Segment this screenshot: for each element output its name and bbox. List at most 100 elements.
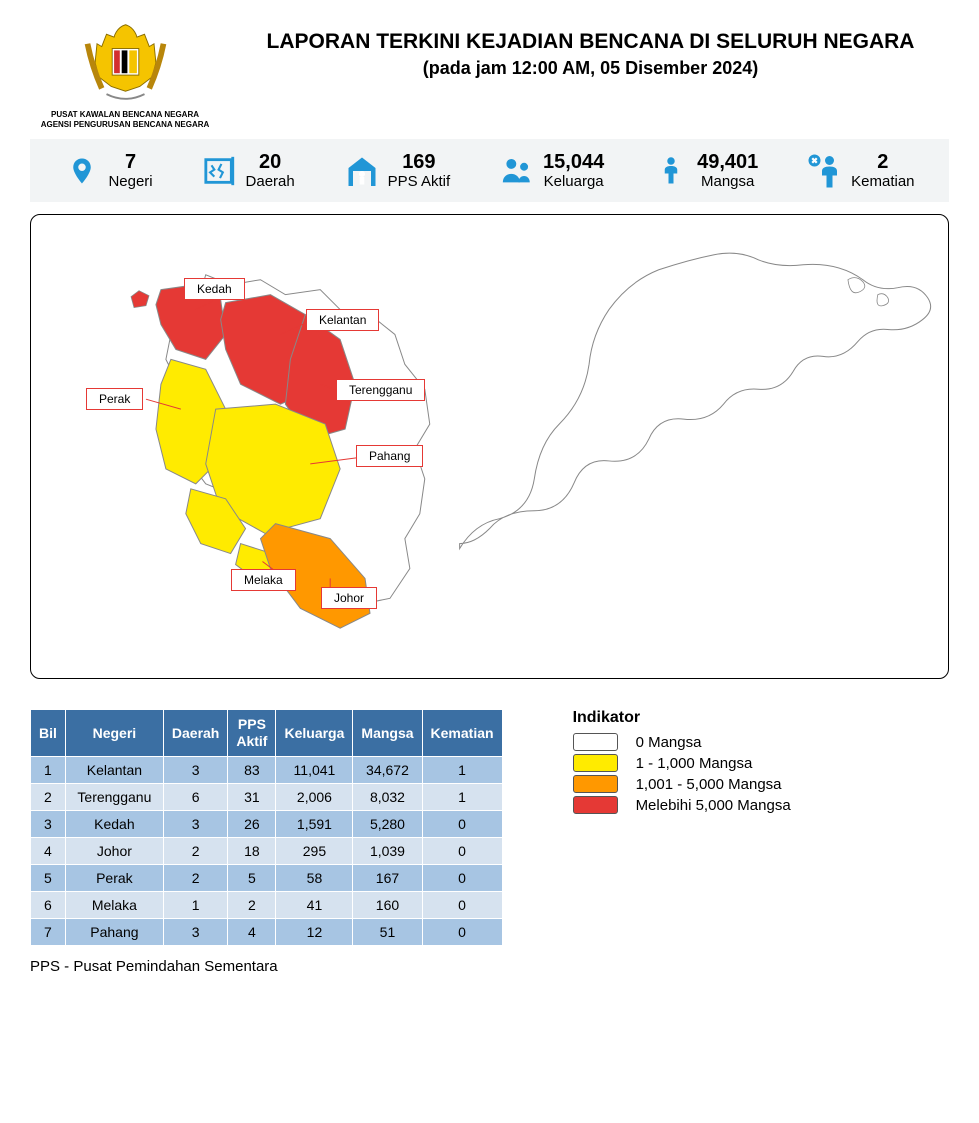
stat-daerah: 20 Daerah: [202, 151, 295, 190]
table-cell: 3: [163, 756, 227, 783]
table-cell: 4: [228, 918, 276, 945]
table-cell: 1,591: [276, 810, 353, 837]
stat-keluarga: 15,044 Keluarga: [499, 151, 604, 190]
table-cell: 34,672: [353, 756, 422, 783]
legend-row: Melebihi 5,000 Mangsa: [573, 796, 791, 814]
header: PUSAT KAWALAN BENCANA NEGARA AGENSI PENG…: [30, 20, 949, 129]
table-cell: 4: [31, 837, 66, 864]
table-cell: 160: [353, 891, 422, 918]
table-cell: Kedah: [65, 810, 163, 837]
table-cell: 51: [353, 918, 422, 945]
table-cell: 8,032: [353, 783, 422, 810]
stat-mangsa-value: 49,401: [697, 151, 758, 173]
data-table: BilNegeriDaerahPPSAktifKeluargaMangsaKem…: [30, 709, 503, 946]
table-row: 6Melaka12411600: [31, 891, 503, 918]
table-cell: Perak: [65, 864, 163, 891]
stat-daerah-label: Daerah: [246, 173, 295, 190]
page-title: LAPORAN TERKINI KEJADIAN BENCANA DI SELU…: [232, 30, 949, 54]
map-label-terengganu: Terengganu: [336, 379, 425, 401]
legend-swatch: [573, 754, 618, 772]
stat-kematian-label: Kematian: [851, 173, 914, 190]
death-icon: [807, 153, 843, 189]
stat-pps-label: PPS Aktif: [388, 173, 451, 190]
stat-keluarga-label: Keluarga: [543, 173, 604, 190]
pin-icon: [64, 153, 100, 189]
table-cell: 3: [163, 918, 227, 945]
district-icon: [202, 153, 238, 189]
legend-row: 1 - 1,000 Mangsa: [573, 754, 791, 772]
table-header: PPSAktif: [228, 710, 276, 757]
map-label-johor: Johor: [321, 587, 377, 609]
table-header: Bil: [31, 710, 66, 757]
crest-block: PUSAT KAWALAN BENCANA NEGARA AGENSI PENG…: [30, 20, 220, 129]
table-footnote: PPS - Pusat Pemindahan Sementara: [30, 958, 503, 975]
table-cell: 3: [163, 810, 227, 837]
table-cell: 5,280: [353, 810, 422, 837]
table-cell: 5: [31, 864, 66, 891]
table-header: Negeri: [65, 710, 163, 757]
table-cell: 26: [228, 810, 276, 837]
table-cell: 1,039: [353, 837, 422, 864]
table-cell: 3: [31, 810, 66, 837]
table-cell: 1: [31, 756, 66, 783]
family-icon: [499, 153, 535, 189]
legend-title: Indikator: [573, 709, 791, 727]
table-cell: 0: [422, 864, 502, 891]
table-cell: 31: [228, 783, 276, 810]
legend-label: 0 Mangsa: [636, 734, 702, 751]
table-cell: 1: [422, 783, 502, 810]
table-cell: 6: [31, 891, 66, 918]
stat-kematian: 2 Kematian: [807, 151, 914, 190]
map-label-kedah: Kedah: [184, 278, 245, 300]
table-row: 3Kedah3261,5915,2800: [31, 810, 503, 837]
region-langkawi: [131, 291, 149, 308]
map-panel: Kedah Kelantan Terengganu Perak Pahang M…: [30, 214, 949, 679]
table-header: Kematian: [422, 710, 502, 757]
legend: Indikator 0 Mangsa1 - 1,000 Mangsa1,001 …: [573, 709, 791, 817]
stat-mangsa-label: Mangsa: [697, 173, 758, 190]
table-cell: Pahang: [65, 918, 163, 945]
lower-section: BilNegeriDaerahPPSAktifKeluargaMangsaKem…: [30, 709, 949, 975]
stat-keluarga-value: 15,044: [543, 151, 604, 173]
stat-negeri: 7 Negeri: [64, 151, 152, 190]
table-row: 1Kelantan38311,04134,6721: [31, 756, 503, 783]
table-cell: 295: [276, 837, 353, 864]
map-label-melaka: Melaka: [231, 569, 296, 591]
table-cell: Johor: [65, 837, 163, 864]
east-malaysia-outline: [460, 253, 931, 548]
shelter-icon: [344, 153, 380, 189]
crest-caption-2: AGENSI PENGURUSAN BENCANA NEGARA: [30, 120, 220, 130]
stat-pps-value: 169: [388, 151, 451, 173]
table-cell: 6: [163, 783, 227, 810]
table-header: Daerah: [163, 710, 227, 757]
table-cell: 7: [31, 918, 66, 945]
table-header: Mangsa: [353, 710, 422, 757]
legend-label: 1 - 1,000 Mangsa: [636, 755, 753, 772]
table-cell: 2,006: [276, 783, 353, 810]
map-label-pahang: Pahang: [356, 445, 423, 467]
stat-pps: 169 PPS Aktif: [344, 151, 451, 190]
table-row: 2Terengganu6312,0068,0321: [31, 783, 503, 810]
table-cell: 2: [163, 837, 227, 864]
stat-negeri-value: 7: [108, 151, 152, 173]
legend-label: Melebihi 5,000 Mangsa: [636, 797, 791, 814]
crest-caption-1: PUSAT KAWALAN BENCANA NEGARA: [30, 110, 220, 120]
table-cell: 0: [422, 891, 502, 918]
table-cell: 5: [228, 864, 276, 891]
title-block: LAPORAN TERKINI KEJADIAN BENCANA DI SELU…: [232, 20, 949, 79]
table-cell: Melaka: [65, 891, 163, 918]
stat-kematian-value: 2: [851, 151, 914, 173]
stat-daerah-value: 20: [246, 151, 295, 173]
malaysia-map: [31, 215, 948, 678]
table-cell: 12: [276, 918, 353, 945]
stats-bar: 7 Negeri 20 Daerah 169 PPS Aktif 15,044 …: [30, 139, 949, 202]
legend-swatch: [573, 733, 618, 751]
table-cell: 18: [228, 837, 276, 864]
table-cell: 58: [276, 864, 353, 891]
table-cell: 11,041: [276, 756, 353, 783]
table-row: 4Johor2182951,0390: [31, 837, 503, 864]
legend-row: 0 Mangsa: [573, 733, 791, 751]
table-row: 5Perak25581670: [31, 864, 503, 891]
person-icon: [653, 153, 689, 189]
table-cell: 0: [422, 837, 502, 864]
